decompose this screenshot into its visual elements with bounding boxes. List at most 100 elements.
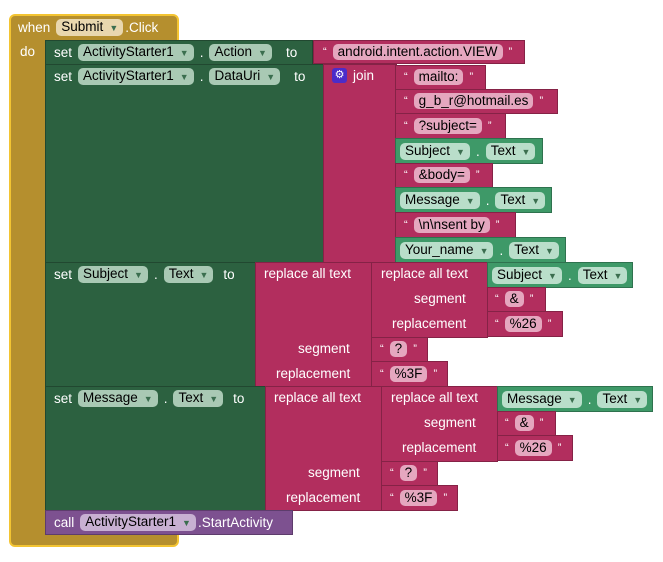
property-dropdown[interactable]: DataUri ▼ [209,68,281,85]
block-label: “? ” [390,465,427,481]
component-dropdown[interactable]: Message ▼ [78,390,158,407]
component-dropdown[interactable]: ActivityStarter1 ▼ [80,514,196,531]
block-label: Text [582,267,608,282]
text-field[interactable]: ? [399,465,418,481]
component-dropdown[interactable]: Your_name ▼ [400,242,494,259]
component-dropdown[interactable]: ActivityStarter1 ▼ [78,44,194,61]
block-label: Your_name ▼. Text ▼ [400,242,559,259]
property-dropdown[interactable]: Action ▼ [209,44,272,61]
chevron-down-icon: ▼ [548,271,557,281]
text-field[interactable]: g_b_r@hotmail.es [413,93,534,109]
replace-all-block[interactable] [255,262,373,387]
set-subject-text-block[interactable] [45,262,257,387]
block-label: “&” [495,291,533,307]
chevron-down-icon: ▼ [479,246,489,256]
do-label: do [20,44,36,59]
replace-all-block[interactable] [381,386,498,462]
quote-mark: ” [475,169,480,181]
quote-mark: “ [380,368,384,380]
block-label: .StartActivity [197,515,273,530]
quote-mark: “ [495,318,499,330]
quote-mark: “ [505,442,509,454]
chevron-down-icon: ▼ [465,196,475,206]
text-block[interactable] [487,311,563,337]
quote-mark: ” [487,120,492,132]
set-datauri-row: set ActivityStarter1 ▼. DataUri ▼ to [54,68,306,85]
replace-all-block[interactable] [265,386,383,511]
block-label: replace all text [274,390,362,405]
block-label: set [54,69,73,84]
component-dropdown[interactable]: Submit ▼ [56,19,124,36]
text-field[interactable]: & [504,291,524,307]
block-label: segment [298,341,350,356]
property-dropdown[interactable]: Text ▼ [163,266,214,283]
block-label: Your_name [405,242,474,257]
gear-icon[interactable]: ⚙ [332,68,347,83]
block-label: “ %3F ” [380,366,437,382]
set-datauri-block[interactable] [45,64,325,263]
property-dropdown[interactable]: Text ▼ [173,390,224,407]
block-label: Text [500,192,526,207]
property-dropdown[interactable]: Text ▼ [495,192,546,209]
component-dropdown[interactable]: Message ▼ [502,391,582,408]
text-field[interactable]: ? [389,341,408,357]
chevron-down-icon: ▼ [258,48,267,58]
block-label: Text [490,143,516,158]
text-block[interactable] [497,435,573,461]
block-label: replacement [276,366,351,381]
event-header: when Submit ▼ .Click [18,19,158,36]
quote-mark: ” [495,219,500,231]
block-label: Text [178,390,204,405]
block-label: set Subject ▼. Text ▼ to [54,266,235,283]
chevron-down-icon: ▼ [545,246,554,256]
text-field[interactable]: %26 [504,316,542,332]
text-field[interactable]: %26 [514,440,552,456]
text-field[interactable]: %3F [389,366,428,382]
block-label: Subject ▼. Text ▼ [492,267,628,284]
text-field[interactable]: \n\nsent by [413,217,490,233]
block-label: “ \n\nsent by ” [404,217,499,233]
property-dropdown[interactable]: Text ▼ [509,242,559,259]
text-field[interactable]: &body= [413,167,470,183]
block-label: Action [214,44,253,59]
chevron-down-icon: ▼ [134,270,143,280]
text-field[interactable]: & [514,415,534,431]
block-label: replacement [286,490,361,505]
block-label: set [54,267,73,282]
chevron-down-icon: ▼ [109,23,119,33]
text-field[interactable]: ?subject= [413,118,482,134]
component-dropdown[interactable]: Subject ▼ [492,267,562,284]
block-label: “ ?subject= ” [404,118,492,134]
block-label: replacement [402,440,477,455]
chevron-down-icon: ▼ [567,395,577,405]
chevron-down-icon: ▼ [143,394,153,404]
block-label: ActivityStarter1 [85,514,177,529]
text-field[interactable]: android.intent.action.VIEW [332,44,503,60]
property-dropdown[interactable]: Text ▼ [577,267,628,284]
block-label: to [294,69,306,84]
chevron-down-icon: ▼ [199,270,209,280]
block-label: Subject ▼. Text ▼ [400,143,536,160]
quote-mark: “ [505,417,509,429]
block-label: replace all text [381,266,469,281]
text-field[interactable]: %3F [399,490,438,506]
block-label: Subject [405,143,451,158]
block-label: replacement [392,316,467,331]
replace-all-block[interactable] [371,262,488,338]
block-label: “ %3F ” [390,490,447,506]
quote-mark: “ [404,169,408,181]
chevron-down-icon: ▼ [266,72,276,82]
component-dropdown[interactable]: Subject ▼ [78,266,148,283]
chevron-down-icon: ▼ [633,395,643,405]
property-dropdown[interactable]: Text ▼ [485,143,536,160]
component-dropdown[interactable]: Message ▼ [400,192,480,209]
text-field[interactable]: mailto: [413,69,464,85]
component-dropdown[interactable]: Subject ▼ [400,143,470,160]
chevron-down-icon: ▼ [521,147,531,157]
chevron-down-icon: ▼ [179,48,189,58]
property-dropdown[interactable]: Text ▼ [597,391,648,408]
quote-mark: “ [495,293,499,305]
block-label: to [233,391,245,406]
join-block[interactable] [323,64,397,263]
component-dropdown[interactable]: ActivityStarter1 ▼ [78,68,194,85]
